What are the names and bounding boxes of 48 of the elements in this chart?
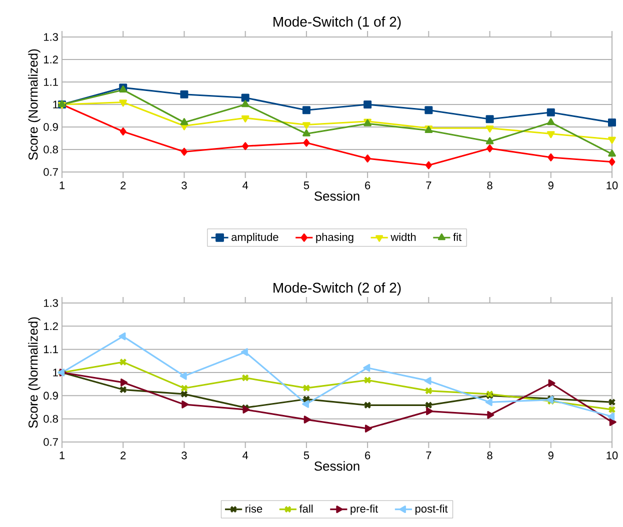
x-tick-label: 2 [120, 182, 126, 190]
y-tick-label: 1.2 [44, 56, 58, 64]
x-tick-label: 7 [426, 452, 432, 460]
x-tick-label: 9 [548, 182, 554, 190]
x-tick-label: 5 [304, 452, 310, 460]
x-tick-label: 6 [365, 452, 370, 460]
x-tick-label: 4 [242, 182, 248, 190]
x-tick-label: 5 [304, 182, 310, 190]
y-tick-label: 0.9 [44, 123, 58, 131]
y-tick-label: 1.3 [44, 299, 58, 307]
x-tick-label: 3 [182, 452, 187, 460]
x-tick-label: 6 [365, 182, 370, 190]
chart-title: Mode-Switch (1 of 2) [274, 16, 401, 30]
chart-title: Mode-Switch (2 of 2) [274, 282, 401, 296]
y-tick-label: 0.7 [44, 168, 58, 176]
y-tick-label: 1.1 [44, 346, 58, 354]
x-tick-label: 9 [548, 452, 554, 460]
y-tick-label: 1 [53, 368, 58, 376]
x-tick-label: 1 [60, 452, 65, 460]
x-tick-label: 7 [426, 182, 432, 190]
legend-label: rise [246, 504, 262, 513]
x-tick-label: 3 [182, 182, 187, 190]
y-tick-label: 0.8 [44, 414, 58, 423]
legend-label: post-fit [415, 504, 448, 515]
x-tick-label: 10 [606, 452, 618, 460]
y-tick-label: 1.2 [44, 322, 58, 330]
y-axis-title: Score (Normalized) [28, 317, 40, 428]
legend-label: fall [299, 504, 313, 513]
y-tick-label: 0.9 [44, 392, 58, 400]
legend-label: phasing [316, 232, 354, 244]
x-tick-label: 10 [606, 182, 618, 190]
x-axis-title: Session [314, 191, 360, 201]
x-tick-label: 8 [487, 452, 492, 460]
x-tick-label: 1 [60, 182, 65, 190]
y-tick-label: 1.1 [44, 78, 58, 86]
y-tick-label: 0.7 [44, 438, 58, 446]
y-tick-label: 1.3 [44, 33, 58, 41]
legend-label: amplitude [232, 232, 278, 244]
x-tick-label: 2 [120, 452, 126, 460]
y-tick-label: 0.8 [44, 146, 58, 154]
x-tick-label: 8 [487, 182, 492, 190]
legend-label: width [390, 232, 416, 241]
legend-label: pre-fit [350, 504, 378, 515]
x-axis-title: Session [314, 461, 360, 471]
x-tick-label: 4 [242, 452, 248, 460]
y-axis-title: Score (Normalized) [28, 49, 40, 160]
legend-label: fit [453, 232, 462, 241]
y-tick-label: 1 [53, 100, 58, 108]
